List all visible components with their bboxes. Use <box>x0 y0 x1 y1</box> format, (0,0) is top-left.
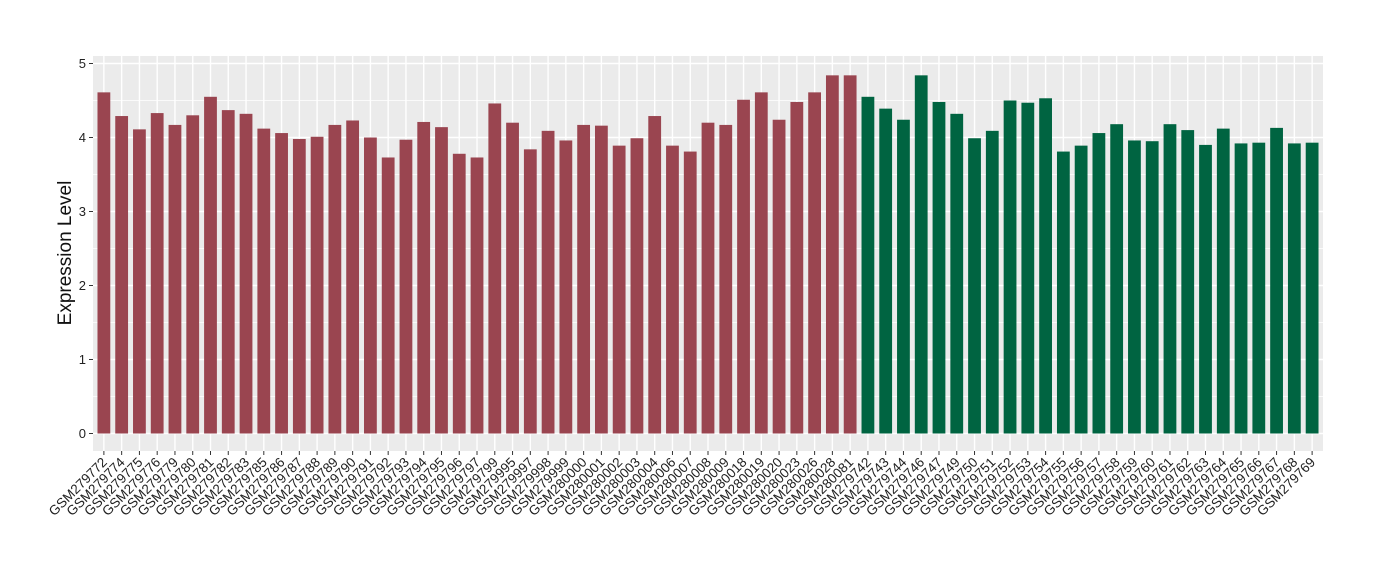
bar-GSM280081 <box>843 75 857 434</box>
bar-GSM279780 <box>186 115 200 434</box>
bar-GSM279764 <box>1216 128 1230 434</box>
bar-GSM279752 <box>1003 100 1017 434</box>
bar-GSM279789 <box>328 124 342 434</box>
y-tick-label: 2 <box>79 278 86 293</box>
bar-GSM280008 <box>701 122 715 434</box>
bar-GSM280006 <box>666 145 679 434</box>
bar-GSM280028 <box>825 75 839 434</box>
bar-GSM279747 <box>932 101 946 434</box>
bar-GSM279772 <box>97 92 111 434</box>
bar-GSM279998 <box>541 130 555 434</box>
bars-layer <box>97 75 1319 434</box>
bar-GSM279757 <box>1092 133 1106 434</box>
y-tick-label: 4 <box>79 130 86 145</box>
x-axis: GSM279772GSM279774GSM279775GSM279776GSM2… <box>46 451 1318 519</box>
bar-GSM279744 <box>897 119 910 434</box>
y-tick-label: 3 <box>79 204 86 219</box>
bar-GSM279783 <box>239 113 253 434</box>
bar-GSM279754 <box>1039 98 1052 434</box>
bar-GSM279791 <box>364 137 377 434</box>
bar-GSM280026 <box>808 92 821 434</box>
bar-GSM279779 <box>168 124 182 434</box>
bar-GSM279774 <box>115 116 129 434</box>
y-axis: 0 1 2 3 4 5 <box>79 56 93 441</box>
bar-GSM279785 <box>257 128 271 434</box>
bar-GSM279781 <box>204 96 217 434</box>
bar-GSM279760 <box>1145 141 1159 434</box>
bar-GSM279766 <box>1252 142 1266 434</box>
y-tick-label: 1 <box>79 352 86 367</box>
bar-GSM279792 <box>381 157 395 434</box>
bar-GSM279758 <box>1110 124 1124 434</box>
bar-GSM280018 <box>737 99 750 434</box>
bar-GSM280001 <box>594 125 608 434</box>
bar-GSM279759 <box>1128 140 1141 434</box>
bar-GSM279782 <box>221 110 235 434</box>
bar-GSM279753 <box>1021 102 1035 434</box>
bar-GSM279769 <box>1305 142 1319 434</box>
bar-GSM279763 <box>1199 144 1212 434</box>
bar-GSM279768 <box>1287 143 1301 434</box>
bar-GSM279793 <box>399 139 413 434</box>
bar-GSM279794 <box>417 121 431 434</box>
bar-GSM279997 <box>523 149 537 434</box>
bar-GSM279742 <box>861 96 875 434</box>
bar-GSM280009 <box>719 124 733 434</box>
bar-GSM280019 <box>754 92 768 434</box>
bar-GSM279776 <box>150 113 164 434</box>
bar-GSM279743 <box>879 108 893 434</box>
bar-GSM279788 <box>310 136 324 434</box>
bar-GSM279767 <box>1270 127 1283 434</box>
bar-GSM279775 <box>133 129 146 434</box>
bar-GSM280004 <box>648 116 662 434</box>
bar-GSM279995 <box>506 122 519 434</box>
bar-GSM279751 <box>985 130 999 434</box>
bar-GSM279796 <box>452 153 466 434</box>
bar-GSM279761 <box>1163 124 1177 434</box>
bar-GSM279762 <box>1181 130 1195 434</box>
bar-GSM280020 <box>772 119 786 434</box>
bar-GSM279786 <box>275 133 288 434</box>
bar-GSM280000 <box>577 124 591 434</box>
bar-GSM280003 <box>630 138 644 434</box>
bar-GSM279787 <box>292 138 306 434</box>
y-axis-title: Expression Level <box>55 181 76 326</box>
bar-GSM279799 <box>488 103 502 434</box>
bar-GSM279795 <box>435 127 448 434</box>
bar-GSM279746 <box>914 75 928 434</box>
bar-GSM280023 <box>790 101 804 434</box>
bar-GSM280007 <box>683 151 697 434</box>
bar-GSM279750 <box>968 138 981 434</box>
bar-GSM280002 <box>612 145 626 434</box>
y-tick-label: 5 <box>79 56 86 71</box>
bar-GSM279765 <box>1234 143 1248 434</box>
bar-GSM279790 <box>346 120 360 434</box>
y-tick-label: 0 <box>79 426 86 441</box>
bar-GSM279755 <box>1056 151 1070 434</box>
bar-GSM279999 <box>559 140 573 434</box>
bar-GSM279749 <box>950 113 964 434</box>
bar-GSM279756 <box>1074 145 1088 434</box>
bar-GSM279797 <box>470 157 484 434</box>
